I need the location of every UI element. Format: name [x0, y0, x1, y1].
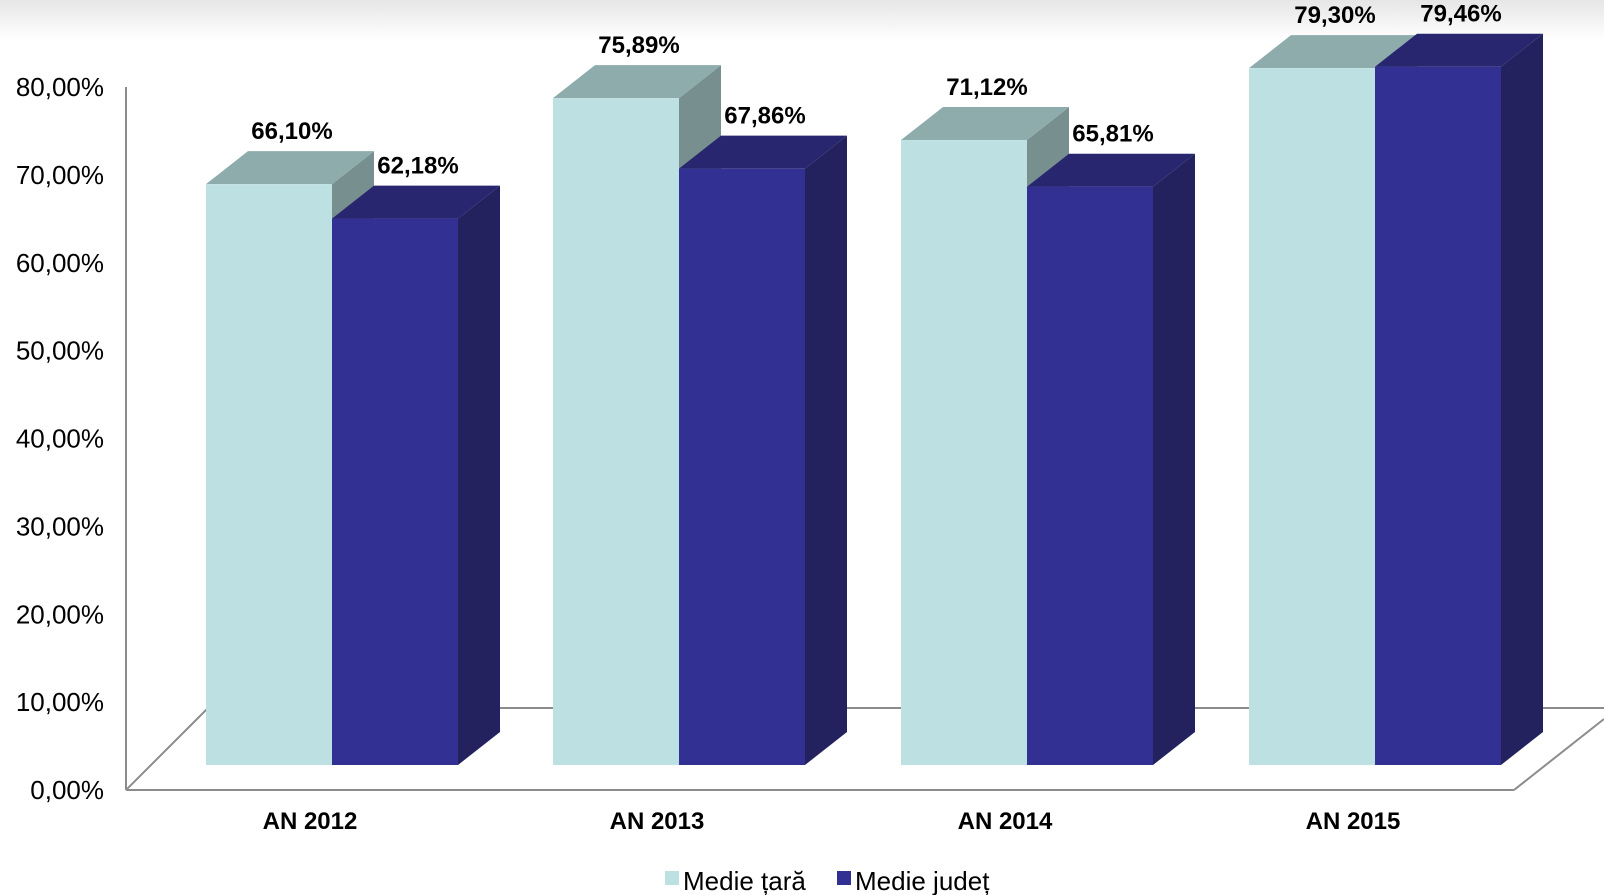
x-category-label: AN 2013 — [610, 808, 705, 835]
bar-top-face — [1375, 33, 1543, 67]
legend: Medie țară Medie județ — [665, 866, 990, 895]
x-category-label: AN 2015 — [1306, 808, 1401, 835]
bar-top-face — [679, 135, 847, 169]
data-label: 67,86% — [724, 103, 805, 130]
y-tick-label: 0,00% — [30, 775, 104, 805]
bar-front-face — [1027, 186, 1153, 765]
bar-top-face — [206, 151, 374, 185]
y-tick-label: 70,00% — [16, 160, 104, 190]
bar-front-face — [679, 168, 805, 766]
data-label: 65,81% — [1072, 121, 1153, 148]
y-tick-label: 80,00% — [16, 72, 104, 102]
bar-medie-judet — [332, 185, 500, 765]
y-tick-label: 60,00% — [16, 248, 104, 278]
bar-top-face — [1249, 35, 1417, 69]
floor-right-edge — [1513, 718, 1604, 791]
bar-side-face — [1153, 153, 1195, 765]
y-tick-label: 30,00% — [16, 511, 104, 541]
bar-front-face — [206, 184, 332, 766]
legend-swatch — [837, 871, 851, 885]
x-axis: AN 2012 AN 2013 AN 2014 AN 2015 — [263, 808, 1401, 835]
legend-item: Medie țară — [665, 866, 806, 895]
y-tick-label: 50,00% — [16, 336, 104, 366]
y-tick-label: 20,00% — [16, 599, 104, 629]
data-label: 71,12% — [946, 74, 1027, 101]
x-category-label: AN 2014 — [958, 808, 1053, 835]
data-label: 79,30% — [1294, 2, 1375, 29]
bar-top-face — [553, 65, 721, 99]
y-axis: 0,00% 10,00% 20,00% 30,00% 40,00% 50,00% 60,00… — [16, 72, 127, 805]
legend-label: Medie județ — [855, 866, 990, 895]
y-tick-label: 40,00% — [16, 424, 104, 454]
bar-side-face — [458, 185, 500, 765]
bar-top-face — [901, 107, 1069, 141]
data-label: 62,18% — [377, 153, 458, 180]
data-label: 75,89% — [598, 32, 679, 59]
bar-top-face — [332, 185, 500, 219]
legend-item: Medie județ — [837, 866, 990, 895]
y-tick-label: 10,00% — [16, 687, 104, 717]
legend-swatch — [665, 871, 679, 885]
bar-front-face — [901, 140, 1027, 765]
bars — [206, 33, 1543, 766]
bar-side-face — [1501, 33, 1543, 766]
bar-medie-judet — [1375, 33, 1543, 766]
bar-front-face — [1249, 68, 1375, 766]
bar-medie-judet — [1027, 153, 1195, 765]
bar-front-face — [1375, 66, 1501, 766]
top-shade — [0, 0, 1604, 40]
bar-medie-judet — [679, 135, 847, 766]
bar-front-face — [332, 218, 458, 765]
bar-front-face — [553, 98, 679, 765]
data-labels: 66,10% 62,18% 75,89% 67,86% 71,12% 65,81% 79,3… — [251, 1, 1501, 180]
bar-side-face — [805, 135, 847, 766]
data-label: 66,10% — [251, 118, 332, 145]
bar-top-face — [1027, 153, 1195, 187]
x-category-label: AN 2012 — [263, 808, 358, 835]
data-label: 79,46% — [1420, 1, 1501, 28]
legend-label: Medie țară — [683, 866, 806, 895]
